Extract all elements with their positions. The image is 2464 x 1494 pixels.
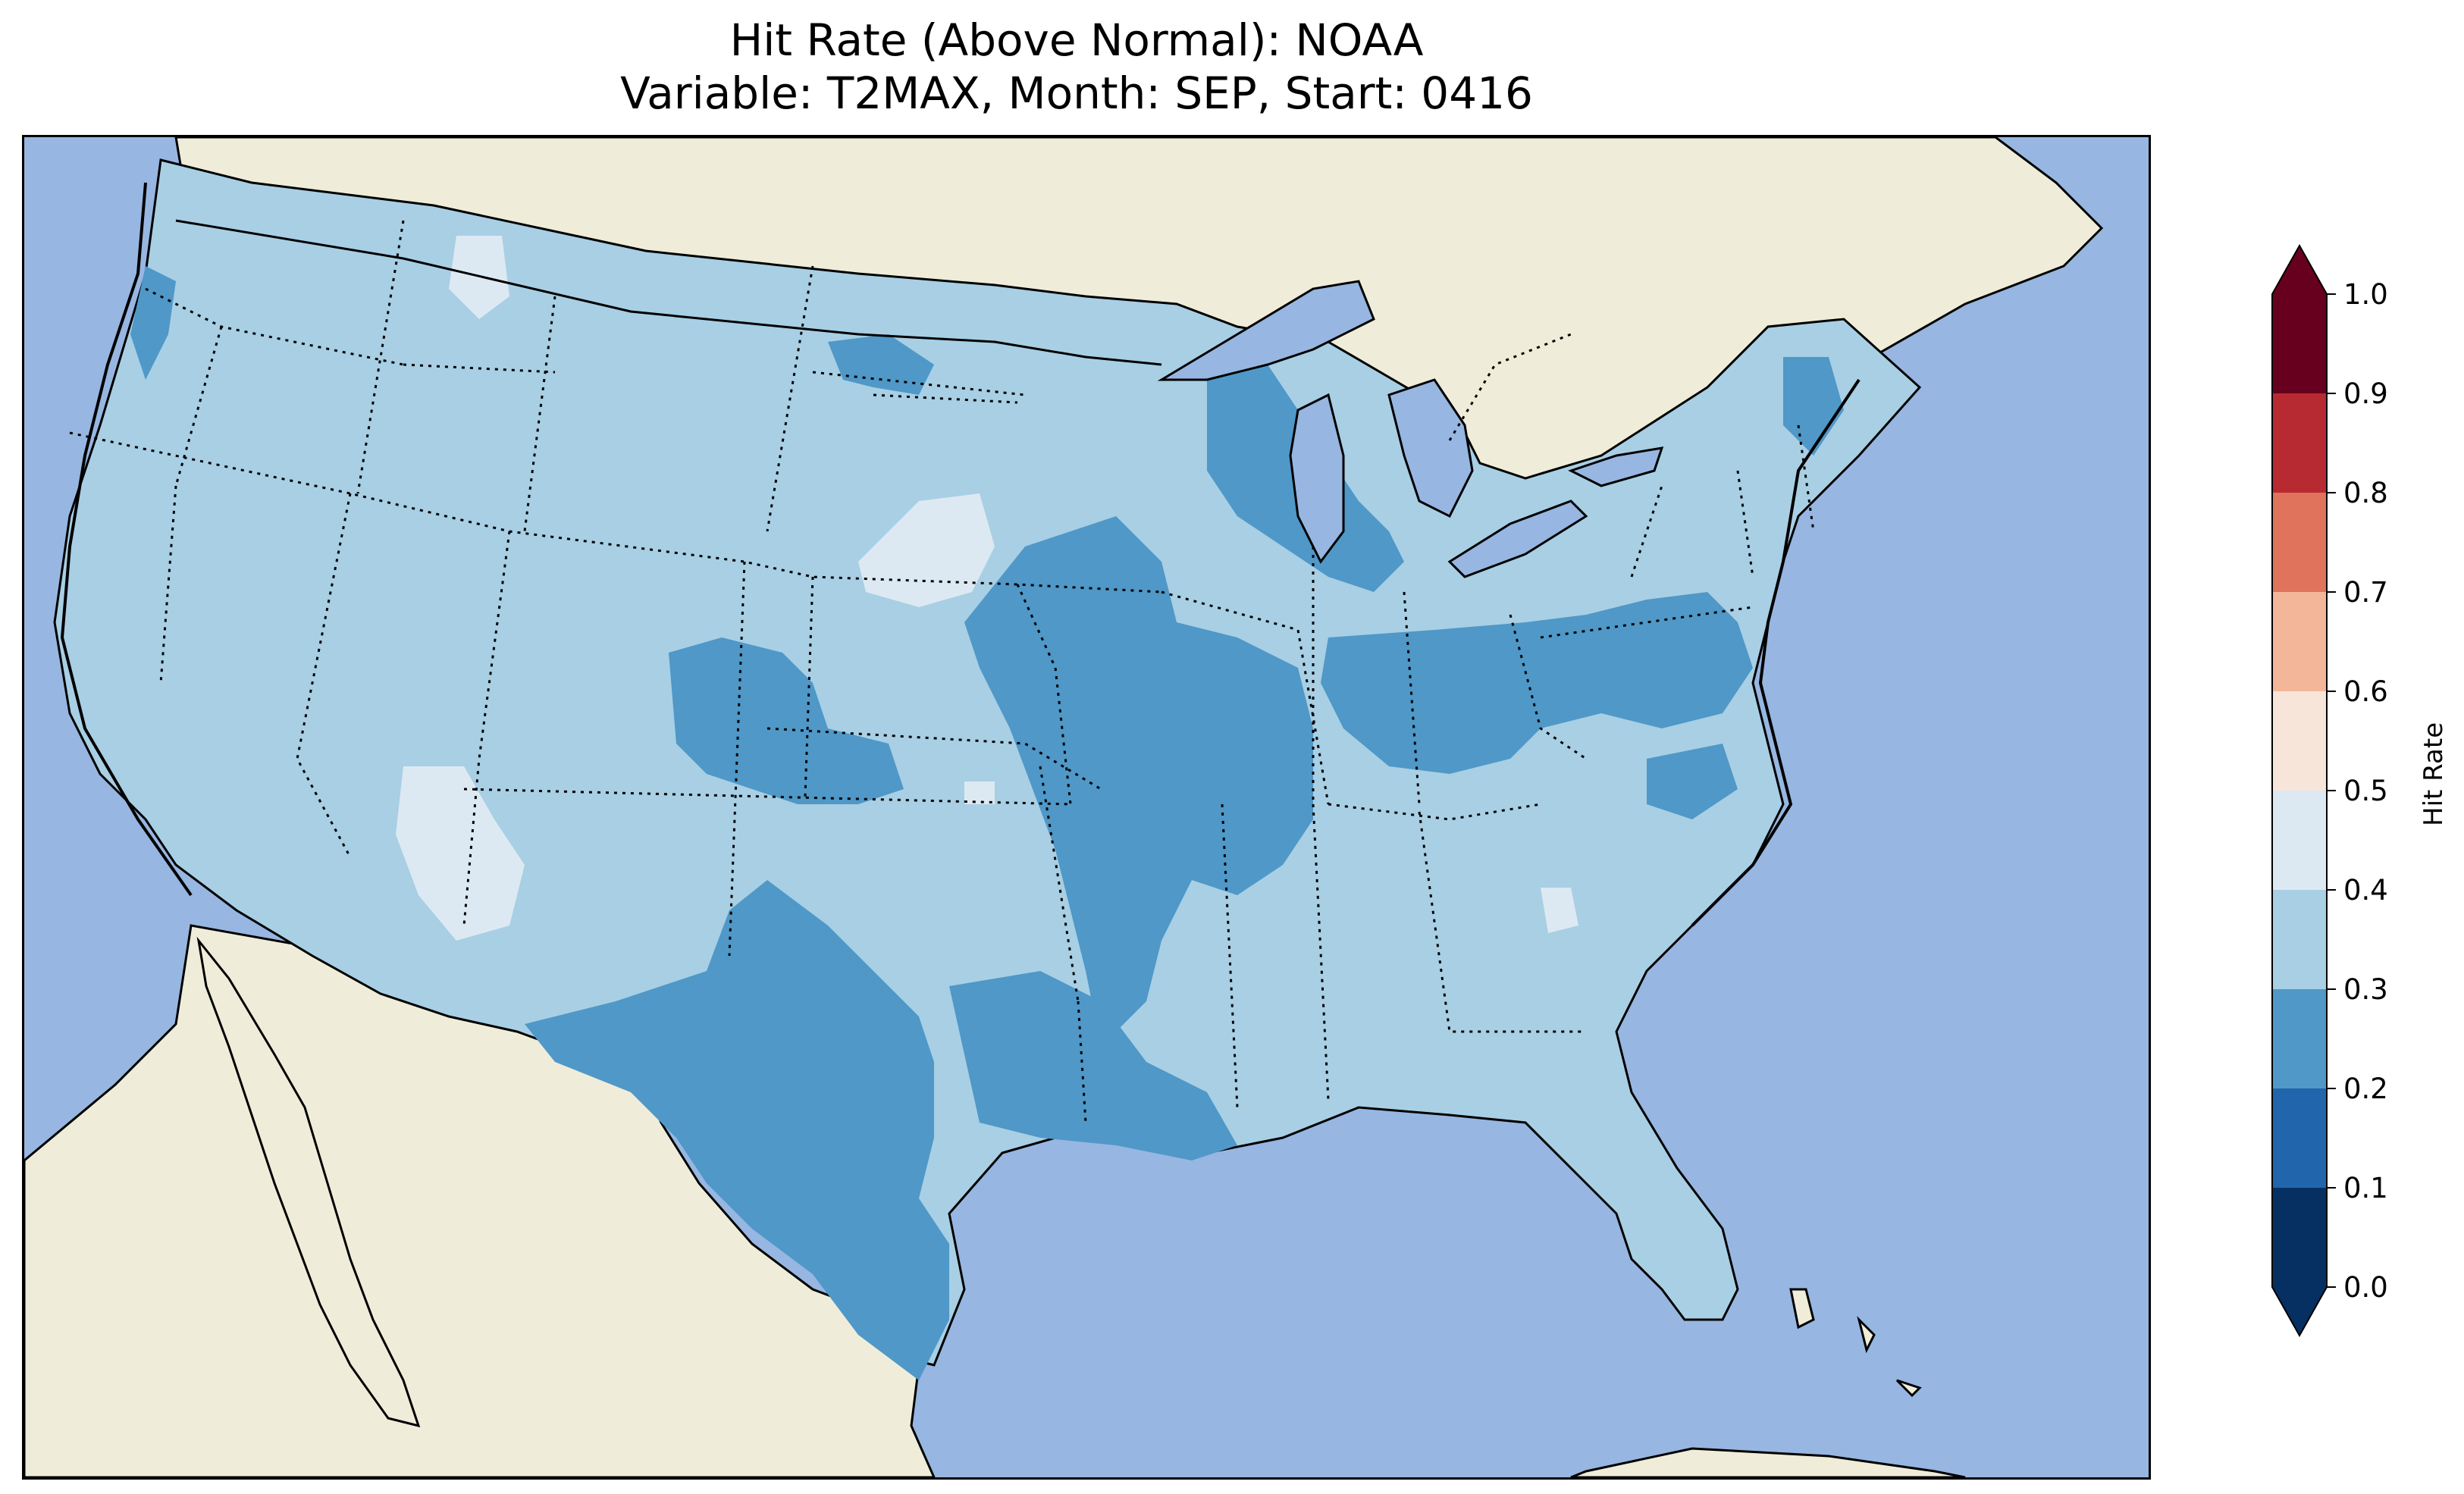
colorbar: 0.0 0.1 0.2 0.3 0.4 0.5 0.6 0.7 0.8 0.9 1.0 bbox=[2271, 243, 2388, 1338]
colorbar-bin-9 bbox=[2272, 294, 2327, 393]
patch-nebraska bbox=[858, 493, 995, 607]
us-hit-rate-map bbox=[24, 137, 2149, 1477]
colorbar-tick-label: 0.5 bbox=[2343, 775, 2388, 807]
colorbar-bin-2 bbox=[2272, 989, 2327, 1088]
colorbar-tick-label: 0.2 bbox=[2343, 1073, 2388, 1105]
colorbar-tick-label: 0.6 bbox=[2343, 675, 2388, 708]
patch-dakota bbox=[828, 334, 934, 395]
us-canada-border bbox=[175, 219, 1162, 366]
baja-peninsula bbox=[196, 936, 421, 1428]
colorbar-extend-max bbox=[2272, 246, 2327, 294]
bahamas-islands bbox=[1789, 1288, 1922, 1398]
east-coastline bbox=[1691, 378, 1861, 927]
patch-kansas bbox=[669, 637, 904, 804]
cuba-island bbox=[1570, 1447, 1966, 1477]
low-hit-rate-patches bbox=[130, 266, 1844, 1380]
map-subtitle: Variable: T2MAX, Month: SEP, Start: 0416 bbox=[620, 67, 1533, 119]
patch-arizona bbox=[396, 766, 525, 941]
patch-montana bbox=[449, 236, 509, 319]
patch-pacific-nw bbox=[130, 266, 176, 380]
colorbar-bin-7 bbox=[2272, 493, 2327, 592]
colorbar-tick-label: 0.8 bbox=[2343, 477, 2388, 509]
colorbar-bin-0 bbox=[2272, 1188, 2327, 1287]
patch-ohio-valley bbox=[1321, 592, 1753, 774]
patch-south-carolina bbox=[1541, 888, 1578, 933]
patch-texas bbox=[525, 880, 949, 1380]
patch-mississippi-valley bbox=[964, 516, 1313, 1047]
lake-michigan bbox=[1289, 393, 1345, 564]
colorbar-bin-3 bbox=[2272, 890, 2327, 989]
colorbar-tick-label: 0.7 bbox=[2343, 576, 2388, 609]
patch-new-england bbox=[1783, 357, 1844, 456]
colorbar-tick-label: 1.0 bbox=[2343, 278, 2388, 311]
colorbar-tick-label: 0.4 bbox=[2343, 874, 2388, 907]
great-lakes bbox=[1157, 280, 1664, 578]
west-coastline bbox=[60, 182, 193, 897]
colorbar-bin-1 bbox=[2272, 1088, 2327, 1188]
colorbar-bins bbox=[2271, 243, 2328, 1338]
colorbar-bin-6 bbox=[2272, 592, 2327, 691]
colorbar-bin-4 bbox=[2272, 791, 2327, 890]
lake-ontario bbox=[1568, 446, 1664, 487]
patch-louisiana bbox=[949, 971, 1237, 1160]
colorbar-bin-5 bbox=[2272, 691, 2327, 791]
lake-erie bbox=[1447, 500, 1588, 578]
map-panel bbox=[22, 135, 2151, 1480]
colorbar-tick-label: 0.3 bbox=[2343, 973, 2388, 1006]
state-borders bbox=[69, 220, 1815, 1123]
high-hit-rate-patches bbox=[396, 236, 1578, 941]
patch-oklahoma bbox=[964, 781, 995, 804]
lake-huron bbox=[1387, 378, 1474, 518]
map-title: Hit Rate (Above Normal): NOAA bbox=[729, 14, 1424, 66]
colorbar-tick-label: 0.9 bbox=[2343, 377, 2388, 410]
colorbar-tick-label: 0.1 bbox=[2343, 1172, 2388, 1204]
colorbar-bin-8 bbox=[2272, 393, 2327, 493]
patch-carolina-coast bbox=[1647, 744, 1738, 819]
colorbar-label: Hit Rate bbox=[2419, 722, 2449, 826]
colorbar-ticks: 0.0 0.1 0.2 0.3 0.4 0.5 0.6 0.7 0.8 0.9 1.0 bbox=[2327, 278, 2388, 1304]
lake-superior bbox=[1157, 280, 1375, 381]
colorbar-extend-min bbox=[2272, 1287, 2327, 1336]
colorbar-tick-label: 0.0 bbox=[2343, 1271, 2388, 1304]
